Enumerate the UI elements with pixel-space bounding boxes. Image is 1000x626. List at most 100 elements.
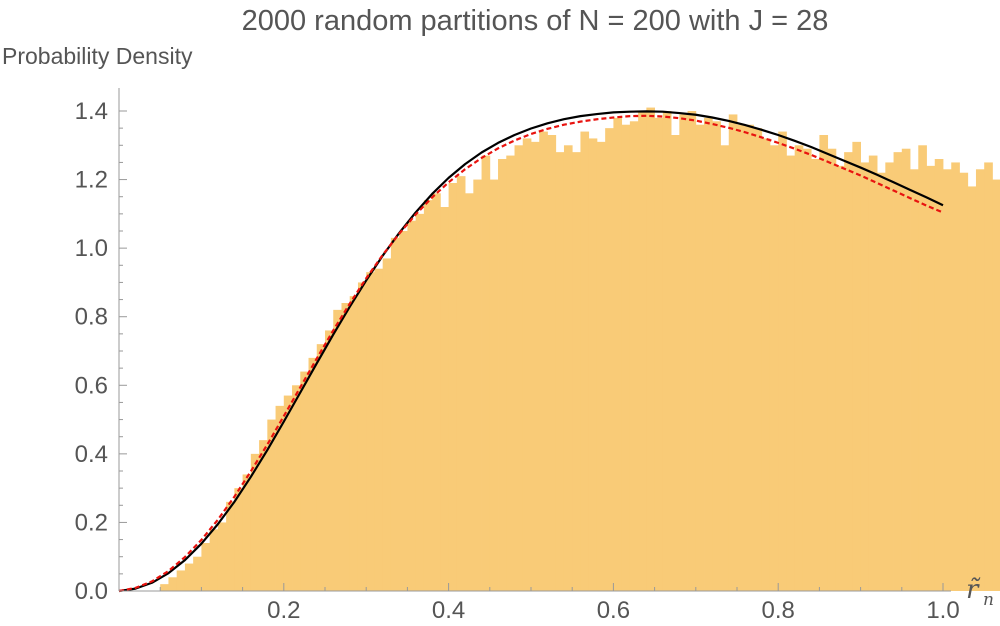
histogram-bar bbox=[975, 169, 985, 592]
histogram-bar bbox=[959, 172, 969, 591]
histogram-bar bbox=[984, 162, 993, 591]
histogram-bar bbox=[160, 584, 169, 591]
histogram-bar bbox=[292, 385, 301, 591]
histogram-bar bbox=[209, 529, 219, 591]
x-tick-label: 0.4 bbox=[432, 597, 465, 624]
solid-fit-curve bbox=[118, 110, 944, 593]
histogram-bar bbox=[382, 258, 392, 591]
histogram-bar bbox=[333, 309, 342, 591]
histogram-bar bbox=[242, 474, 252, 591]
histogram-bar bbox=[613, 117, 623, 592]
histogram-bar bbox=[201, 543, 211, 591]
histogram-bar bbox=[901, 148, 911, 591]
histogram-bar bbox=[341, 303, 351, 591]
histogram-bar bbox=[819, 135, 829, 591]
histogram-bar bbox=[926, 165, 936, 592]
y-tick-label: 0.6 bbox=[75, 372, 108, 399]
histogram-bar bbox=[184, 563, 194, 591]
histogram-bar bbox=[522, 138, 532, 591]
histogram-bar bbox=[893, 152, 903, 591]
y-tick-label: 1.4 bbox=[75, 98, 108, 125]
histogram-bar bbox=[951, 162, 960, 591]
x-tick-label: 0.8 bbox=[762, 597, 795, 624]
histogram-bar bbox=[349, 296, 359, 591]
histogram-bar bbox=[596, 141, 606, 592]
histogram-bar bbox=[366, 272, 375, 591]
histogram-bar bbox=[489, 179, 499, 591]
histogram-bar bbox=[283, 395, 293, 591]
histogram-bar bbox=[432, 193, 441, 592]
histogram-bar bbox=[473, 179, 482, 591]
x-tick-label: 0.2 bbox=[267, 597, 300, 624]
histogram-bar bbox=[695, 124, 705, 592]
histogram-bar bbox=[967, 186, 977, 591]
histogram-bar bbox=[877, 172, 886, 591]
histogram-bar bbox=[934, 159, 944, 591]
histogram-bar bbox=[193, 556, 202, 591]
histogram-bar bbox=[992, 179, 1000, 591]
histogram-bar bbox=[769, 145, 779, 592]
x-tick-label: 1.0 bbox=[926, 597, 959, 624]
y-tick-label: 0.0 bbox=[75, 578, 108, 605]
histogram-bar bbox=[654, 117, 664, 592]
histogram-bar bbox=[226, 501, 235, 591]
histogram-bar bbox=[357, 282, 367, 591]
histogram-bar bbox=[547, 135, 557, 591]
histogram-bars bbox=[160, 107, 1000, 592]
histogram-bar bbox=[753, 128, 763, 591]
histogram-bar bbox=[250, 453, 260, 591]
histogram-bar bbox=[259, 440, 268, 591]
histogram-bar bbox=[860, 162, 870, 591]
histogram-bar bbox=[638, 111, 647, 591]
histogram-bar bbox=[662, 111, 672, 591]
axes bbox=[118, 88, 951, 592]
histogram-bar bbox=[943, 169, 952, 592]
x-axis-label: r̃ bbox=[966, 575, 981, 605]
histogram-bar bbox=[498, 159, 507, 591]
histogram-bar bbox=[794, 145, 804, 592]
y-axis-label: Probability Density bbox=[2, 43, 193, 69]
y-tick-label: 0.4 bbox=[75, 441, 108, 468]
histogram-bar bbox=[786, 155, 796, 591]
histogram-bar bbox=[267, 419, 276, 591]
histogram-bar bbox=[844, 152, 853, 591]
y-tick-label: 1.0 bbox=[75, 235, 108, 262]
histogram-bar bbox=[275, 405, 285, 591]
y-tick-label: 0.2 bbox=[75, 509, 108, 536]
histogram-bar bbox=[605, 128, 614, 591]
histogram-bar bbox=[745, 124, 754, 592]
x-axis-label-subscript: n bbox=[983, 590, 994, 610]
histogram-bar bbox=[168, 577, 178, 591]
histogram-bar bbox=[778, 131, 787, 591]
y-tick-label: 1.2 bbox=[75, 167, 108, 194]
histogram-bar bbox=[835, 165, 845, 592]
histogram-bar bbox=[399, 231, 408, 591]
histogram-bar bbox=[234, 488, 243, 591]
histogram-bar bbox=[704, 117, 713, 592]
fit-curves bbox=[118, 110, 944, 593]
histogram-bar bbox=[572, 152, 581, 591]
dashed-fit-curve bbox=[118, 114, 944, 593]
tick-labels: 0.2 0.4 0.6 0.8 1.0 0.0 0.2 0.4 0.6 0.8 1.0 1.2 1.4 bbox=[75, 98, 960, 624]
histogram-bar bbox=[374, 268, 384, 591]
histogram-bar bbox=[217, 522, 227, 591]
histogram-bar bbox=[448, 183, 458, 591]
histogram-bar bbox=[885, 162, 894, 591]
histogram-bar bbox=[868, 155, 878, 591]
histogram-bar bbox=[737, 124, 746, 592]
histogram-bar bbox=[563, 145, 573, 592]
histogram-bar bbox=[465, 193, 474, 592]
histogram-bar bbox=[325, 330, 334, 591]
histogram-bar bbox=[176, 570, 186, 591]
histogram-bar bbox=[671, 135, 680, 591]
histogram-bar bbox=[811, 159, 820, 591]
histogram-bar bbox=[390, 237, 400, 592]
histogram-bar bbox=[531, 141, 540, 592]
histogram-bar bbox=[802, 148, 812, 591]
histogram-bar bbox=[679, 114, 688, 592]
histogram-bar bbox=[555, 152, 565, 591]
histogram-bar bbox=[316, 344, 326, 591]
histogram-bar bbox=[407, 220, 417, 591]
histogram-bar bbox=[728, 114, 738, 592]
